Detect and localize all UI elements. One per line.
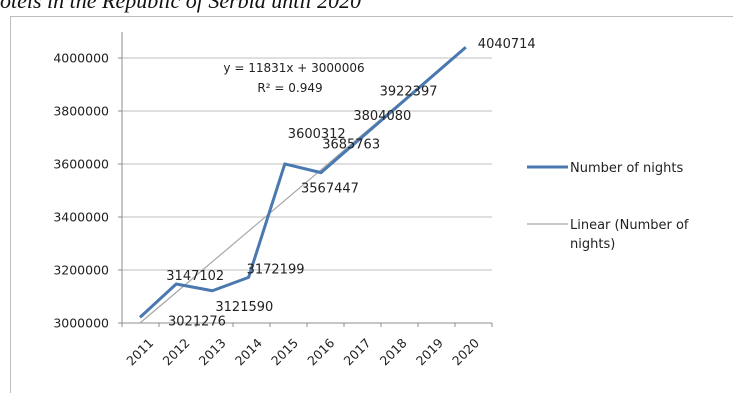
data-label: 3804080: [353, 109, 411, 124]
y-tick-label: 3000000: [53, 316, 109, 331]
y-tick-label: 3200000: [53, 263, 109, 278]
data-label: 4040714: [478, 37, 536, 52]
data-label: 3567447: [301, 182, 359, 197]
figure-caption: otels in the Republic of Serbia until 20…: [0, 0, 362, 13]
x-tick-label: 2015: [268, 335, 301, 368]
data-label: 3021276: [168, 314, 226, 329]
trendline-r-squared: R² = 0.949: [257, 81, 322, 95]
x-tick-label: 2012: [159, 335, 192, 368]
legend-label-number-of-nights: Number of nights: [570, 161, 683, 176]
data-label: 3685763: [322, 137, 380, 152]
legend-label-linear: Linear (Number of nights): [570, 218, 689, 252]
y-tick-label: 3800000: [53, 104, 109, 119]
x-tick-label: 2014: [232, 335, 265, 368]
x-tick-label: 2019: [413, 335, 446, 368]
data-label: 3172199: [247, 262, 305, 277]
series-lines: [138, 46, 467, 324]
data-label: 3121590: [215, 300, 273, 315]
x-tick-label: 2018: [377, 335, 410, 368]
chart-frame: [10, 16, 733, 393]
x-tick-label: 2016: [304, 335, 337, 368]
trendline-equation: y = 11831x + 3000006: [223, 61, 364, 75]
y-tick-labels: 3000000 3200000 3400000 3600000 3800000 40000…: [53, 51, 109, 331]
data-label: 3922397: [380, 85, 438, 100]
y-tick-label: 4000000: [53, 51, 109, 66]
x-tick-label: 2013: [196, 335, 229, 368]
axes: [118, 32, 493, 327]
data-labels: 3021276 3147102 3121590 3172199 3600312 35674…: [166, 37, 535, 329]
y-tick-label: 3400000: [53, 210, 109, 225]
series-line-number-of-nights: [138, 46, 467, 319]
legend: Number of nights Linear (Number of nights): [527, 161, 689, 252]
x-tick-label: 2020: [449, 335, 482, 368]
data-label: 3600312: [288, 127, 346, 142]
x-tick-labels: 2011 2012 2013 2014 2015 2016 2017 2018 2019 2020: [123, 335, 482, 368]
y-tick-label: 3600000: [53, 157, 109, 172]
x-tick-label: 2017: [340, 335, 373, 368]
x-tick-label: 2011: [123, 335, 156, 368]
data-label: 3147102: [166, 269, 224, 284]
